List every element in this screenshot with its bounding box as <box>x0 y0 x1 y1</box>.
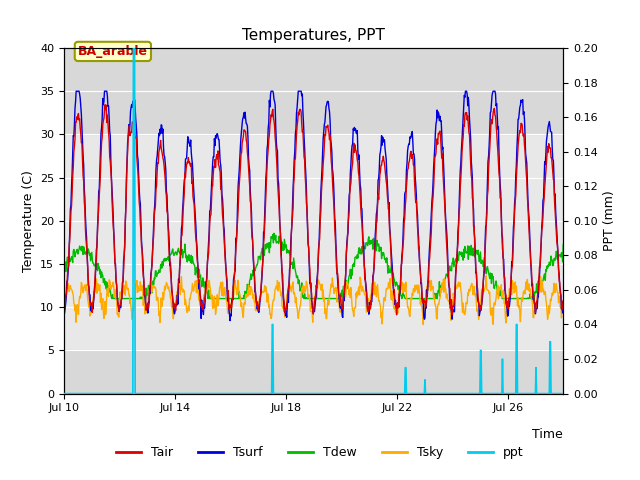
Text: BA_arable: BA_arable <box>78 45 148 58</box>
Y-axis label: PPT (mm): PPT (mm) <box>604 191 616 251</box>
Legend: Tair, Tsurf, Tdew, Tsky, ppt: Tair, Tsurf, Tdew, Tsky, ppt <box>111 441 529 464</box>
Text: Time: Time <box>532 428 563 441</box>
Bar <box>64 350 563 394</box>
Title: Temperatures, PPT: Temperatures, PPT <box>242 28 385 43</box>
Bar <box>64 48 563 134</box>
Y-axis label: Temperature (C): Temperature (C) <box>22 170 35 272</box>
